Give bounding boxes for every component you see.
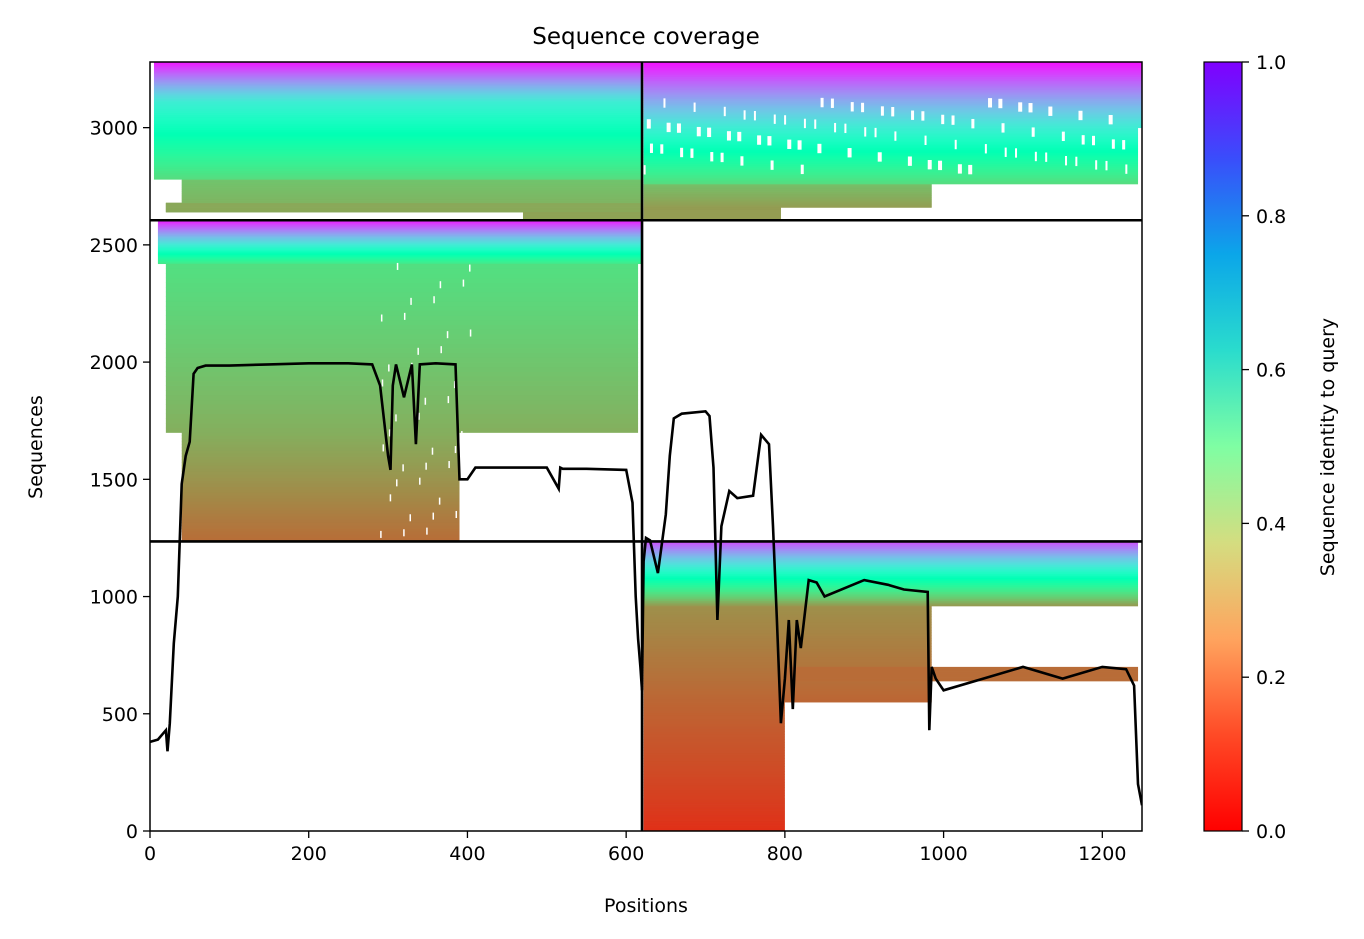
y-tick-label: 500 — [102, 704, 138, 726]
x-tick-label: 0 — [144, 843, 156, 865]
colorbar-tick-label: 0.4 — [1256, 513, 1286, 535]
x-axis: 0 200 400 600 800 1000 1200 — [144, 831, 1126, 865]
x-tick-label: 400 — [449, 843, 485, 865]
y-axis: 0 500 1000 1500 2000 2500 3000 — [90, 118, 150, 843]
block-boundaries — [150, 62, 1142, 831]
x-tick-label: 1200 — [1078, 843, 1126, 865]
x-tick-label: 200 — [291, 843, 327, 865]
y-tick-label: 2000 — [90, 352, 138, 374]
colorbar-tick-label: 0.0 — [1256, 821, 1286, 843]
coverage-heatmap — [153, 62, 1142, 831]
y-tick-label: 3000 — [90, 118, 138, 140]
colorbar-tick-label: 1.0 — [1256, 52, 1286, 74]
colorbar-title: Sequence identity to query — [1317, 318, 1339, 576]
colorbar-gradient — [1203, 61, 1243, 832]
x-tick-label: 800 — [767, 843, 803, 865]
plot-frame — [149, 61, 1143, 832]
x-tick-label: 1000 — [919, 843, 967, 865]
colorbar: 0.0 0.2 0.4 0.6 0.8 1.0 Sequence identity to … — [1203, 52, 1339, 843]
y-tick-label: 1500 — [90, 469, 138, 491]
y-tick-label: 2500 — [90, 235, 138, 257]
y-tick-label: 1000 — [90, 587, 138, 609]
colorbar-tick-label: 0.6 — [1256, 360, 1286, 382]
colorbar-tick-label: 0.2 — [1256, 667, 1286, 689]
x-tick-label: 600 — [608, 843, 644, 865]
y-axis-title: Sequences — [25, 395, 47, 499]
x-axis-title: Positions — [604, 895, 688, 917]
chart-title: Sequence coverage — [532, 24, 760, 50]
y-tick-label: 0 — [126, 821, 138, 843]
colorbar-tick-label: 0.8 — [1256, 206, 1286, 228]
colorbar-ticks: 0.0 0.2 0.4 0.6 0.8 1.0 — [1242, 52, 1286, 843]
